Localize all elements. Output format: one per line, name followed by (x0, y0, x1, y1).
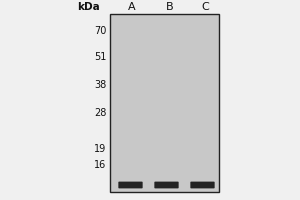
Bar (110, 14, 219, 192)
Text: kDa: kDa (77, 2, 100, 12)
Text: 28: 28 (94, 108, 106, 118)
Text: 19: 19 (94, 144, 106, 154)
FancyBboxPatch shape (118, 182, 143, 188)
Text: 38: 38 (94, 80, 106, 90)
Text: A: A (128, 2, 136, 12)
Text: 70: 70 (94, 26, 106, 36)
Text: 51: 51 (94, 52, 106, 62)
FancyBboxPatch shape (154, 182, 179, 188)
Text: B: B (166, 2, 173, 12)
Text: C: C (202, 2, 209, 12)
Text: 16: 16 (94, 160, 106, 170)
FancyBboxPatch shape (190, 182, 215, 188)
